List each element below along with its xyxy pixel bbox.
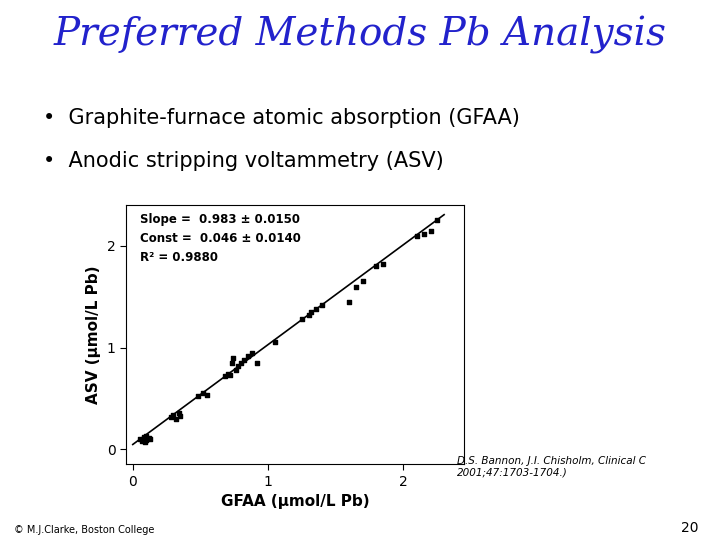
Point <box>219 372 230 380</box>
Text: D.S. Bannon, J.I. Chisholm, Clinical C
2001;47:1703-1704.): D.S. Bannon, J.I. Chisholm, Clinical C 2… <box>457 456 647 478</box>
Point <box>351 282 362 291</box>
Point <box>269 338 281 347</box>
Point <box>138 433 149 441</box>
Point <box>310 305 321 313</box>
Text: •  Graphite-furnace atomic absorption (GFAA): • Graphite-furnace atomic absorption (GF… <box>43 108 520 128</box>
Point <box>418 230 430 238</box>
Point <box>139 438 150 447</box>
Point <box>233 361 244 370</box>
Point <box>296 315 307 323</box>
Point <box>246 348 258 357</box>
Point <box>174 411 186 420</box>
Point <box>134 435 145 443</box>
Y-axis label: ASV (μmol/L Pb): ASV (μmol/L Pb) <box>86 266 101 404</box>
Point <box>143 434 155 442</box>
Point <box>197 389 209 397</box>
Point <box>251 359 263 367</box>
Point <box>140 436 152 444</box>
Point <box>137 437 148 445</box>
Point <box>140 431 152 440</box>
Point <box>230 366 241 374</box>
Point <box>235 359 247 367</box>
Point <box>165 413 176 421</box>
Point <box>431 216 443 225</box>
Point <box>238 355 250 364</box>
Point <box>303 310 315 319</box>
Point <box>202 391 213 400</box>
Point <box>228 353 239 362</box>
Point <box>226 359 238 367</box>
Point <box>371 262 382 271</box>
Point <box>306 308 318 316</box>
Text: © M.J.Clarke, Boston College: © M.J.Clarke, Boston College <box>14 524 155 535</box>
Point <box>425 226 436 235</box>
Text: •  Anodic stripping voltammetry (ASV): • Anodic stripping voltammetry (ASV) <box>43 151 444 171</box>
Point <box>317 300 328 309</box>
Point <box>168 410 179 419</box>
Point <box>242 352 253 360</box>
Point <box>222 369 233 378</box>
Point <box>192 392 204 401</box>
Point <box>343 298 355 306</box>
X-axis label: GFAA (μmol/L Pb): GFAA (μmol/L Pb) <box>221 495 369 509</box>
Point <box>145 435 156 443</box>
Point <box>171 414 182 423</box>
Point <box>357 277 369 286</box>
Point <box>377 260 389 268</box>
Text: Preferred Methods Pb Analysis: Preferred Methods Pb Analysis <box>53 16 667 54</box>
Point <box>411 231 423 240</box>
Point <box>225 370 236 379</box>
Text: Slope =  0.983 ± 0.0150
Const =  0.046 ± 0.0140
R² = 0.9880: Slope = 0.983 ± 0.0150 Const = 0.046 ± 0… <box>140 213 300 264</box>
Text: 20: 20 <box>681 521 698 535</box>
Point <box>173 408 184 417</box>
